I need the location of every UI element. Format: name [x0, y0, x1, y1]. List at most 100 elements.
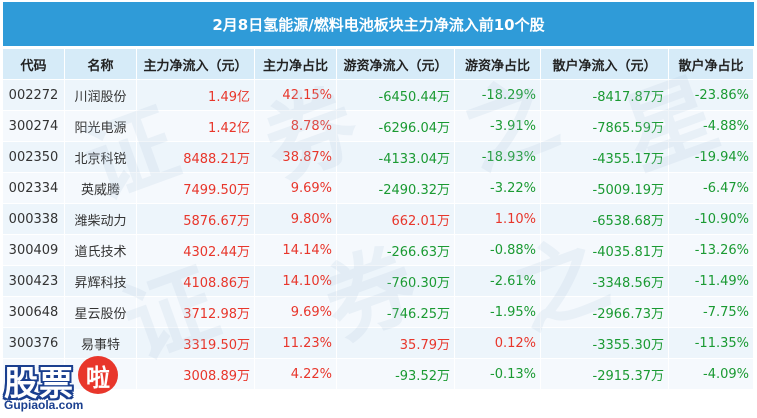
cell-retail-in: -5009.19万	[541, 173, 669, 203]
cell-hot-in: -266.63万	[337, 235, 455, 265]
cell-name: 道氏技术	[65, 235, 137, 265]
cell-retail-pct: -11.49%	[669, 266, 754, 296]
cell-main-in: 5876.67万	[137, 204, 255, 234]
cell-retail-in: -6538.68万	[541, 204, 669, 234]
cell-retail-in: -7865.59万	[541, 111, 669, 141]
cell-retail-in: -4355.17万	[541, 142, 669, 172]
col-header-retail-in: 散户净流入（元）	[541, 49, 669, 79]
cell-name: 星云股份	[65, 297, 137, 327]
table-row: 300648 星云股份 3712.98万 9.69% -746.25万 -1.95% -29…	[3, 297, 754, 327]
cell-retail-pct: -11.35%	[669, 328, 754, 358]
cell-hot-pct: -3.22%	[455, 173, 541, 203]
col-header-hot-pct: 游资净占比	[455, 49, 541, 79]
cell-main-in: 4302.44万	[137, 235, 255, 265]
table-card: 2月8日氢能源/燃料电池板块主力净流入前10个股 代码 名称 主力净流入（元） …	[3, 2, 754, 416]
cell-hot-in: -746.25万	[337, 297, 455, 327]
cell-main-pct: 11.23%	[255, 328, 337, 358]
logo-url: Gupiaola.com	[4, 398, 84, 412]
cell-name: 英威腾	[65, 173, 137, 203]
col-header-main-pct: 主力净占比	[255, 49, 337, 79]
cell-retail-in: -3348.56万	[541, 266, 669, 296]
col-header-retail-pct: 散户净占比	[669, 49, 754, 79]
cell-main-pct: 14.10%	[255, 266, 337, 296]
cell-hot-in: -2490.32万	[337, 173, 455, 203]
cell-code: 300423	[3, 266, 65, 296]
col-header-hot-in: 游资净流入（元）	[337, 49, 455, 79]
table-row: 300274 阳光电源 1.42亿 8.78% -6296.04万 -3.91% -7865…	[3, 111, 754, 141]
cell-hot-pct: -18.93%	[455, 142, 541, 172]
cell-code	[3, 359, 65, 389]
table-row: 000338 潍柴动力 5876.67万 9.80% 662.01万 1.10% -6538…	[3, 204, 754, 234]
col-header-name: 名称	[65, 49, 137, 79]
cell-main-in: 3319.50万	[137, 328, 255, 358]
cell-main-pct: 8.78%	[255, 111, 337, 141]
cell-retail-in: -8417.87万	[541, 80, 669, 110]
cell-hot-in: -760.30万	[337, 266, 455, 296]
logo-accent: 啦	[78, 356, 118, 394]
logo-mark: 股票	[4, 364, 74, 404]
cell-main-in: 3008.89万	[137, 359, 255, 389]
cell-name: 川润股份	[65, 80, 137, 110]
cell-hot-in: -4133.04万	[337, 142, 455, 172]
table-row: 002350 北京科锐 8488.21万 38.87% -4133.04万 -18.93%…	[3, 142, 754, 172]
cell-hot-pct: -3.91%	[455, 111, 541, 141]
cell-name: 昇辉科技	[65, 266, 137, 296]
cell-hot-in: 662.01万	[337, 204, 455, 234]
cell-hot-pct: 0.12%	[455, 328, 541, 358]
cell-retail-pct: -6.47%	[669, 173, 754, 203]
cell-main-pct: 14.14%	[255, 235, 337, 265]
cell-retail-in: -2915.37万	[541, 359, 669, 389]
cell-hot-pct: -0.13%	[455, 359, 541, 389]
cell-hot-pct: -18.29%	[455, 80, 541, 110]
cell-main-in: 4108.86万	[137, 266, 255, 296]
table-title: 2月8日氢能源/燃料电池板块主力净流入前10个股	[3, 2, 754, 46]
fund-flow-table: 代码 名称 主力净流入（元） 主力净占比 游资净流入（元） 游资净占比 散户净流…	[3, 48, 754, 390]
cell-main-pct: 42.15%	[255, 80, 337, 110]
cell-main-pct: 9.80%	[255, 204, 337, 234]
cell-main-in: 1.49亿	[137, 80, 255, 110]
site-logo: 股票 啦 Gupiaola.com	[0, 354, 135, 418]
cell-main-in: 7499.50万	[137, 173, 255, 203]
cell-retail-in: -2966.73万	[541, 297, 669, 327]
cell-hot-pct: -1.95%	[455, 297, 541, 327]
cell-main-in: 8488.21万	[137, 142, 255, 172]
cell-retail-pct: -23.86%	[669, 80, 754, 110]
cell-name: 潍柴动力	[65, 204, 137, 234]
table-row: 300376 易事特 3319.50万 11.23% 35.79万 0.12% -3355.…	[3, 328, 754, 358]
cell-main-pct: 38.87%	[255, 142, 337, 172]
cell-main-pct: 9.69%	[255, 173, 337, 203]
cell-main-pct: 4.22%	[255, 359, 337, 389]
cell-retail-pct: -7.75%	[669, 297, 754, 327]
cell-hot-in: -93.52万	[337, 359, 455, 389]
cell-hot-pct: -0.88%	[455, 235, 541, 265]
table-row: 002334 英威腾 7499.50万 9.69% -2490.32万 -3.22% -50…	[3, 173, 754, 203]
cell-code: 002272	[3, 80, 65, 110]
cell-retail-pct: -19.94%	[669, 142, 754, 172]
cell-main-in: 1.42亿	[137, 111, 255, 141]
col-header-main-in: 主力净流入（元）	[137, 49, 255, 79]
cell-code: 000338	[3, 204, 65, 234]
table-row: 300423 昇辉科技 4108.86万 14.10% -760.30万 -2.61% -3…	[3, 266, 754, 296]
cell-code: 002350	[3, 142, 65, 172]
cell-main-pct: 9.69%	[255, 297, 337, 327]
cell-hot-in: 35.79万	[337, 328, 455, 358]
cell-code: 300409	[3, 235, 65, 265]
cell-code: 300376	[3, 328, 65, 358]
cell-retail-pct: -10.90%	[669, 204, 754, 234]
table-row: 002272 川润股份 1.49亿 42.15% -6450.44万 -18.29% -84…	[3, 80, 754, 110]
cell-code: 300274	[3, 111, 65, 141]
col-header-code: 代码	[3, 49, 65, 79]
cell-retail-in: -4035.81万	[541, 235, 669, 265]
cell-name: 易事特	[65, 328, 137, 358]
cell-retail-pct: -4.88%	[669, 111, 754, 141]
cell-code: 002334	[3, 173, 65, 203]
cell-code: 300648	[3, 297, 65, 327]
header-row: 代码 名称 主力净流入（元） 主力净占比 游资净流入（元） 游资净占比 散户净流…	[3, 49, 754, 79]
cell-name: 阳光电源	[65, 111, 137, 141]
cell-retail-in: -3355.30万	[541, 328, 669, 358]
cell-main-in: 3712.98万	[137, 297, 255, 327]
cell-hot-in: -6450.44万	[337, 80, 455, 110]
cell-hot-pct: -2.61%	[455, 266, 541, 296]
cell-retail-pct: -4.09%	[669, 359, 754, 389]
cell-hot-in: -6296.04万	[337, 111, 455, 141]
